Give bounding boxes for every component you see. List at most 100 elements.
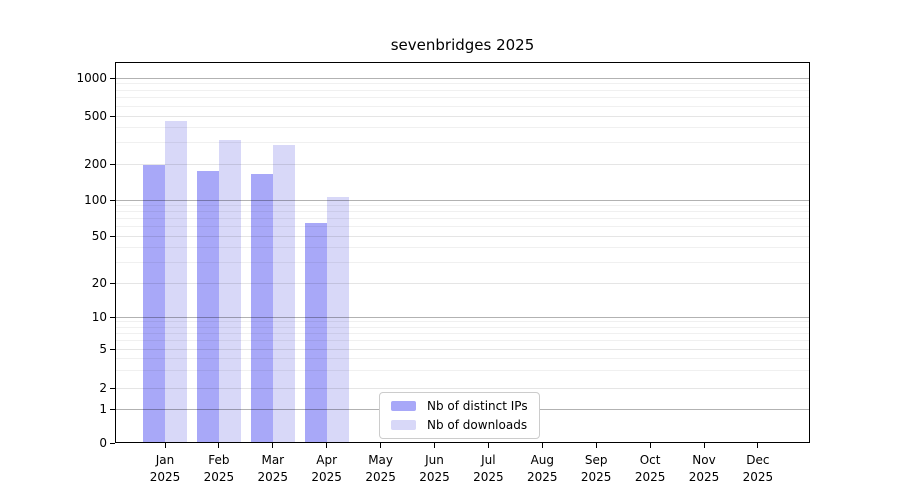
- grid-line-minor: [115, 326, 810, 328]
- bar-nb-of-downloads: [165, 120, 187, 443]
- x-tick-label: Jan 2025: [137, 452, 193, 485]
- y-tick-label: 0: [99, 435, 107, 450]
- x-tick-label: Aug 2025: [514, 452, 570, 485]
- y-tick-label: 50: [91, 228, 107, 243]
- grid-line-minor: [115, 211, 810, 213]
- chart-title: sevenbridges 2025: [390, 36, 535, 54]
- grid-line-minor: [115, 226, 810, 228]
- x-tick-mark: [541, 443, 543, 448]
- y-tick-mark: [110, 199, 115, 201]
- y-tick-label: 20: [91, 275, 107, 290]
- legend-item-distinct-ips: Nb of distinct IPs: [391, 399, 528, 413]
- grid-line-minor: [115, 97, 810, 99]
- x-tick-label: May 2025: [353, 452, 409, 485]
- grid-line-minor: [115, 370, 810, 372]
- y-tick-mark: [110, 442, 115, 444]
- y-tick-mark: [110, 316, 115, 318]
- y-tick-label: 200: [84, 156, 107, 171]
- x-tick-year: 2025: [365, 469, 396, 484]
- grid-line: [115, 77, 810, 79]
- x-tick-year: 2025: [311, 469, 342, 484]
- bar-nb-of-distinct-ips: [250, 173, 273, 443]
- grid-line-minor: [115, 357, 810, 359]
- y-tick-mark: [110, 408, 115, 410]
- x-tick-year: 2025: [419, 469, 450, 484]
- legend-label: Nb of downloads: [427, 418, 528, 432]
- legend-swatch-downloads: [391, 420, 416, 430]
- x-tick-year: 2025: [688, 469, 720, 484]
- bar-nb-of-downloads: [272, 144, 295, 443]
- y-tick-mark: [110, 163, 115, 165]
- bar-nb-of-downloads: [218, 140, 241, 443]
- x-tick-label: Mar 2025: [245, 452, 301, 485]
- x-tick-mark: [164, 443, 166, 448]
- legend: Nb of distinct IPs Nb of downloads: [379, 392, 540, 439]
- x-tick-label: Nov 2025: [676, 452, 732, 485]
- x-tick-year: 2025: [527, 469, 558, 484]
- y-tick-mark: [110, 282, 115, 284]
- grid-line: [115, 348, 810, 350]
- grid-line-minor: [115, 142, 810, 144]
- y-tick-mark: [110, 77, 115, 79]
- legend-swatch-distinct-ips: [391, 401, 416, 411]
- x-tick-label: Apr 2025: [299, 452, 355, 485]
- x-tick-year: 2025: [634, 469, 666, 484]
- x-tick-mark: [218, 443, 220, 448]
- x-tick-year: 2025: [203, 469, 235, 484]
- x-tick-year: 2025: [742, 469, 774, 484]
- bar-nb-of-distinct-ips: [304, 223, 327, 443]
- legend-label: Nb of distinct IPs: [427, 399, 528, 413]
- x-tick-label: Feb 2025: [191, 452, 247, 485]
- grid-line-minor: [115, 204, 810, 206]
- y-tick-mark: [110, 115, 115, 117]
- y-tick-label: 500: [84, 108, 107, 123]
- x-tick-label: Oct 2025: [622, 452, 678, 485]
- grid-line-minor: [115, 332, 810, 334]
- grid-line-minor: [115, 218, 810, 220]
- x-tick-mark: [326, 443, 328, 448]
- x-tick-year: 2025: [149, 469, 181, 484]
- x-tick-mark: [487, 443, 489, 448]
- y-tick-label: 1000: [76, 70, 107, 85]
- x-tick-year: 2025: [257, 469, 289, 484]
- plot-area: 0 1 2 5 10 20 50 100 200 500 1000 Jan 2025 Feb 2025 Ma…: [76, 62, 810, 484]
- bar-nb-of-distinct-ips: [196, 170, 219, 443]
- y-tick-label: 100: [84, 192, 107, 207]
- grid-line: [115, 282, 810, 284]
- legend-item-downloads: Nb of downloads: [391, 418, 528, 432]
- grid-line: [115, 199, 810, 201]
- x-tick-mark: [757, 443, 759, 448]
- y-tick-mark: [110, 387, 115, 389]
- y-tick-label: 2: [99, 380, 107, 395]
- x-tick-label: Sep 2025: [568, 452, 624, 485]
- bar-nb-of-distinct-ips: [143, 165, 165, 443]
- grid-line: [115, 387, 810, 389]
- x-tick-mark: [649, 443, 651, 448]
- y-tick-label: 1: [99, 401, 107, 416]
- grid-line: [115, 115, 810, 117]
- grid-line-minor: [115, 127, 810, 129]
- grid-line-minor: [115, 105, 810, 107]
- y-tick-mark: [110, 235, 115, 237]
- y-tick-label: 5: [99, 341, 107, 356]
- x-tick-mark: [380, 443, 382, 448]
- grid-line: [115, 163, 810, 165]
- grid-line-minor: [115, 340, 810, 342]
- grid-line-minor: [115, 246, 810, 248]
- x-tick-mark: [272, 443, 274, 448]
- grid-line: [115, 316, 810, 318]
- x-tick-year: 2025: [473, 469, 504, 484]
- bar-nb-of-downloads: [326, 197, 349, 443]
- x-tick-label: Jul 2025: [460, 452, 516, 485]
- grid-line-minor: [115, 261, 810, 263]
- grid-line-minor: [115, 321, 810, 323]
- x-tick-label: Dec 2025: [730, 452, 786, 485]
- x-tick-mark: [434, 443, 435, 448]
- x-tick-mark: [703, 443, 705, 448]
- grid-line-minor: [115, 83, 810, 85]
- grid-line-minor: [115, 89, 810, 91]
- y-tick-mark: [110, 348, 115, 350]
- grid-line: [115, 235, 810, 237]
- x-tick-label: Jun 2025: [407, 452, 463, 485]
